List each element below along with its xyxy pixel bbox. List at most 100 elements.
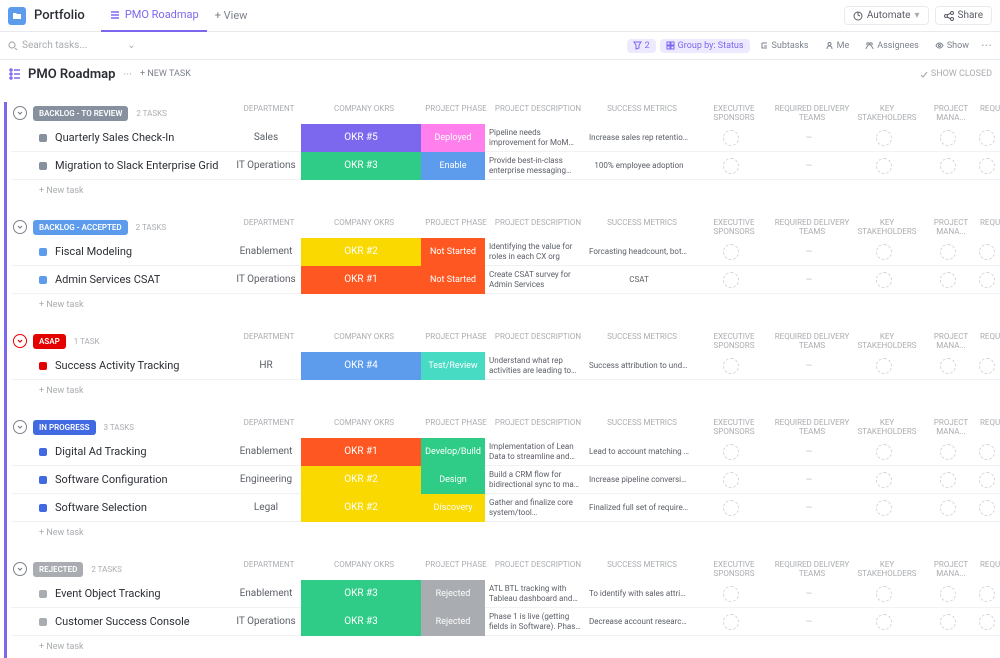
delivery-cell[interactable]: – xyxy=(769,159,849,172)
requ-cell[interactable] xyxy=(977,244,997,260)
requ-cell[interactable] xyxy=(977,272,997,288)
requ-cell[interactable] xyxy=(977,358,997,374)
okr-cell[interactable]: OKR #2 xyxy=(301,494,421,522)
delivery-cell[interactable]: – xyxy=(769,445,849,458)
tab-add-view[interactable]: + View xyxy=(207,0,256,32)
phase-cell[interactable]: Test/Review xyxy=(421,352,485,380)
subtasks-button[interactable]: Subtasks xyxy=(754,39,815,53)
page-title[interactable]: PMO Roadmap xyxy=(28,67,115,82)
okr-cell[interactable]: OKR #1 xyxy=(301,438,421,466)
task-name[interactable]: Migration to Slack Enterprise Grid xyxy=(55,159,218,172)
sponsors-cell[interactable] xyxy=(693,244,769,260)
status-dot[interactable] xyxy=(39,504,47,512)
sponsors-cell[interactable] xyxy=(693,586,769,602)
collapse-icon[interactable] xyxy=(13,562,27,576)
stakeholders-cell[interactable] xyxy=(849,586,919,602)
status-dot[interactable] xyxy=(39,590,47,598)
sponsors-cell[interactable] xyxy=(693,472,769,488)
phase-cell[interactable]: Rejected xyxy=(421,580,485,608)
task-name[interactable]: Quarterly Sales Check-In xyxy=(55,131,174,144)
manager-cell[interactable] xyxy=(919,444,977,460)
status-dot[interactable] xyxy=(39,476,47,484)
requ-cell[interactable] xyxy=(977,500,997,516)
manager-cell[interactable] xyxy=(919,244,977,260)
status-badge[interactable]: IN PROGRESS xyxy=(33,420,96,435)
task-name[interactable]: Digital Ad Tracking xyxy=(55,445,147,458)
sponsors-cell[interactable] xyxy=(693,158,769,174)
phase-cell[interactable]: Enable xyxy=(421,152,485,180)
assignees-button[interactable]: Assignees xyxy=(859,39,925,53)
manager-cell[interactable] xyxy=(919,358,977,374)
collapse-icon[interactable] xyxy=(13,106,27,120)
task-row[interactable]: Digital Ad Tracking Enablement OKR #1 De… xyxy=(11,438,1000,466)
delivery-cell[interactable]: – xyxy=(769,131,849,144)
delivery-cell[interactable]: – xyxy=(769,473,849,486)
phase-cell[interactable]: Not Started xyxy=(421,266,485,294)
manager-cell[interactable] xyxy=(919,272,977,288)
task-name[interactable]: Fiscal Modeling xyxy=(55,245,132,258)
stakeholders-cell[interactable] xyxy=(849,272,919,288)
status-badge[interactable]: ASAP xyxy=(33,334,66,349)
new-task-button[interactable]: + NEW TASK xyxy=(140,69,191,79)
stakeholders-cell[interactable] xyxy=(849,130,919,146)
delivery-cell[interactable]: – xyxy=(769,273,849,286)
stakeholders-cell[interactable] xyxy=(849,614,919,630)
manager-cell[interactable] xyxy=(919,586,977,602)
manager-cell[interactable] xyxy=(919,130,977,146)
task-name[interactable]: Success Activity Tracking xyxy=(55,359,179,372)
requ-cell[interactable] xyxy=(977,614,997,630)
status-dot[interactable] xyxy=(39,448,47,456)
delivery-cell[interactable]: – xyxy=(769,501,849,514)
stakeholders-cell[interactable] xyxy=(849,158,919,174)
stakeholders-cell[interactable] xyxy=(849,500,919,516)
okr-cell[interactable]: OKR #1 xyxy=(301,266,421,294)
delivery-cell[interactable]: – xyxy=(769,615,849,628)
filter-count[interactable]: 2 xyxy=(627,39,656,53)
task-row[interactable]: Fiscal Modeling Enablement OKR #2 Not St… xyxy=(11,238,1000,266)
okr-cell[interactable]: OKR #2 xyxy=(301,238,421,266)
share-button[interactable]: Share xyxy=(935,6,992,25)
manager-cell[interactable] xyxy=(919,614,977,630)
phase-cell[interactable]: Discovery xyxy=(421,494,485,522)
okr-cell[interactable]: OKR #3 xyxy=(301,580,421,608)
manager-cell[interactable] xyxy=(919,472,977,488)
sponsors-cell[interactable] xyxy=(693,272,769,288)
folder-icon[interactable] xyxy=(8,7,26,25)
requ-cell[interactable] xyxy=(977,586,997,602)
add-task-button[interactable]: + New task xyxy=(11,294,1000,316)
automate-button[interactable]: Automate ▾ xyxy=(844,6,929,25)
stakeholders-cell[interactable] xyxy=(849,444,919,460)
task-name[interactable]: Event Object Tracking xyxy=(55,587,161,600)
task-row[interactable]: Migration to Slack Enterprise Grid IT Op… xyxy=(11,152,1000,180)
delivery-cell[interactable]: – xyxy=(769,245,849,258)
okr-cell[interactable]: OKR #5 xyxy=(301,124,421,152)
delivery-cell[interactable]: – xyxy=(769,587,849,600)
requ-cell[interactable] xyxy=(977,444,997,460)
requ-cell[interactable] xyxy=(977,472,997,488)
manager-cell[interactable] xyxy=(919,500,977,516)
task-name[interactable]: Software Selection xyxy=(55,501,147,514)
stakeholders-cell[interactable] xyxy=(849,244,919,260)
add-task-button[interactable]: + New task xyxy=(11,380,1000,402)
okr-cell[interactable]: OKR #3 xyxy=(301,608,421,636)
me-button[interactable]: Me xyxy=(819,39,856,53)
status-badge[interactable]: BACKLOG - ACCEPTED xyxy=(33,220,128,235)
sponsors-cell[interactable] xyxy=(693,500,769,516)
show-button[interactable]: Show xyxy=(929,39,975,53)
status-dot[interactable] xyxy=(39,362,47,370)
phase-cell[interactable]: Develop/Build xyxy=(421,438,485,466)
task-name[interactable]: Admin Services CSAT xyxy=(55,273,160,286)
task-name[interactable]: Software Configuration xyxy=(55,473,168,486)
portfolio-title[interactable]: Portfolio xyxy=(34,8,85,23)
status-badge[interactable]: BACKLOG - TO REVIEW xyxy=(33,106,128,121)
task-row[interactable]: Software Selection Legal OKR #2 Discover… xyxy=(11,494,1000,522)
stakeholders-cell[interactable] xyxy=(849,358,919,374)
task-row[interactable]: Success Activity Tracking HR OKR #4 Test… xyxy=(11,352,1000,380)
add-task-button[interactable]: + New task xyxy=(11,180,1000,202)
search-input[interactable]: Search tasks... ⌄ xyxy=(8,40,136,51)
status-dot[interactable] xyxy=(39,248,47,256)
sponsors-cell[interactable] xyxy=(693,614,769,630)
status-dot[interactable] xyxy=(39,162,47,170)
requ-cell[interactable] xyxy=(977,158,997,174)
requ-cell[interactable] xyxy=(977,130,997,146)
